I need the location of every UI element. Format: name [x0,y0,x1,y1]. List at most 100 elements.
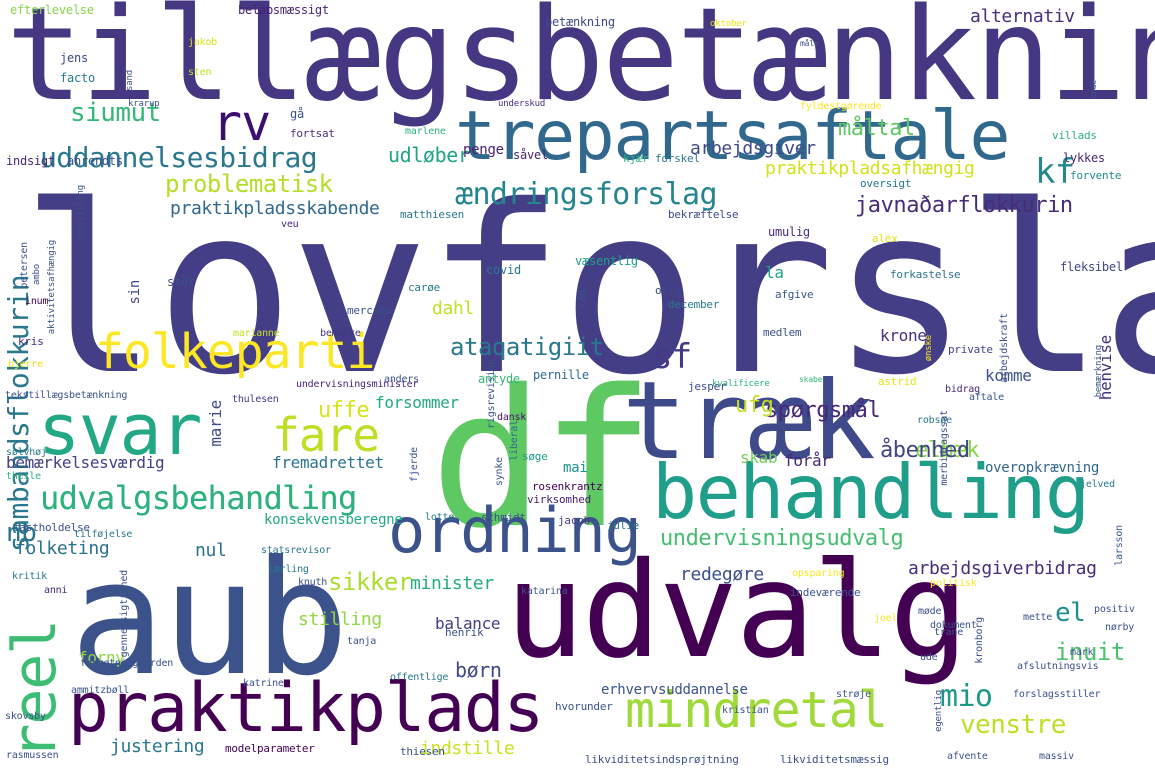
cloud-word: marie [206,400,225,447]
cloud-word: måle [800,39,819,48]
cloud-word: forretningsorden [80,658,174,669]
cloud-word: villads [1052,129,1097,142]
cloud-word: tilføjelse [74,529,133,540]
cloud-word: schmidt [481,511,526,524]
cloud-word: uddannelsesbidrag [40,141,318,174]
cloud-word: pernille [533,368,589,382]
cloud-word: stor [167,275,195,289]
cloud-word: mette [1023,612,1053,623]
cloud-word: kf [1035,152,1075,192]
cloud-word: modelparameter [225,742,315,755]
cloud-word: carøe [408,281,441,294]
cloud-word: kronborg [974,617,985,664]
cloud-word: virksomhed [527,493,592,506]
cloud-word: lovforslag [20,156,1155,426]
cloud-word: afslutningsvis [1017,661,1099,672]
cloud-word: joel [874,613,898,624]
cloud-word: aktivitetsafhængig [47,240,57,335]
cloud-word: inum [25,296,49,307]
cloud-word: fare [272,408,380,462]
cloud-word: komme [985,366,1032,385]
cloud-word: forvente [1070,169,1122,182]
cloud-word: ahrendts [67,154,123,168]
cloud-word: thiesen [400,745,445,758]
cloud-word: udvalgsbehandling [40,479,357,517]
cloud-word: konsekvensberegne [264,512,403,528]
cloud-word: ordning [388,494,642,567]
cloud-word: krone [880,326,927,345]
cloud-word: betænkning [545,15,615,29]
cloud-word: likviditetsmæssig [780,753,889,766]
cloud-word: bjerre [8,359,43,370]
cloud-word: siumut [70,98,161,128]
cloud-word: redegøre [680,564,764,585]
cloud-word: sand [125,70,135,91]
cloud-word: elbæk [915,438,980,463]
cloud-word: skovsby [5,711,46,722]
cloud-word: henrik [445,626,484,639]
cloud-word: bekræftelse [668,208,739,221]
cloud-word: aftale [969,392,1004,403]
cloud-word: fremadrettet [272,453,384,472]
cloud-word: orla [655,284,681,297]
cloud-word: politisk [930,578,977,589]
cloud-word: rigsrevision [486,359,497,429]
cloud-word: åbenhed [880,438,970,463]
cloud-word: lykkes [1063,151,1105,165]
cloud-word: larsson [1114,525,1125,566]
cloud-word: jelved [1080,479,1115,490]
cloud-word: trepartsaftale [455,97,1010,176]
cloud-word: unde [1089,80,1098,99]
cloud-word: nørby [1105,622,1135,633]
cloud-word: gå [290,107,304,121]
cloud-word: anni [44,585,68,596]
cloud-word: katrine [243,678,284,689]
cloud-word: private [948,343,993,356]
cloud-word: dansk [497,412,527,423]
cloud-word: bemærke [320,328,361,339]
cloud-word: strøje [836,689,871,700]
cloud-word: covid [486,263,521,277]
cloud-word: medlem [763,326,802,339]
cloud-word: møde [918,606,942,617]
cloud-word: kristian [722,705,769,716]
cloud-word: indstilling [76,185,86,243]
cloud-word: kris [18,335,44,348]
cloud-word: folkeparti [95,324,375,380]
cloud-word: spørgsmål [765,398,881,423]
cloud-word: lærling [268,564,309,575]
cloud-word: jacob [558,514,591,527]
cloud-word: nul [195,540,227,561]
cloud-word: gennemsigtighed [119,570,130,658]
cloud-word: udvalgsbehandling [40,479,357,517]
cloud-word: inuit [1055,638,1125,666]
cloud-word: julie [607,519,640,532]
cloud-word: stilling [298,609,382,630]
cloud-word: egentlig [934,690,944,732]
cloud-word: javnaðarflokkurin [855,193,1073,218]
cloud-word: måltal [838,116,915,141]
cloud-word: umulig [768,225,810,239]
cloud-word: fastholdelse [13,521,90,534]
cloud-word: såvel [513,148,548,162]
cloud-word: sin [127,280,143,305]
cloud-word: ammitzbøll [71,685,130,696]
cloud-word: afvente [947,751,988,762]
cloud-word: fyldestgørende [800,101,882,112]
cloud-word: forsommer [375,393,459,412]
cloud-word: rosenkrantz [532,480,603,493]
cloud-word: søge [522,450,548,463]
cloud-word: forår [784,451,831,470]
cloud-word: facto [60,71,95,85]
cloud-word: robsøe [917,415,952,426]
cloud-word: statsrevisor [261,545,331,556]
cloud-word: justering [110,736,205,757]
cloud-word: udvalg [505,534,969,688]
cloud-word: arbejdsgiverbidrag [908,558,1097,579]
cloud-word: december [668,298,720,311]
cloud-word: ønske [924,335,934,362]
cloud-word: kritik [12,571,47,582]
cloud-word: opsparing [792,568,845,579]
cloud-word: anders [384,374,419,385]
cloud-word: astrid [878,375,917,388]
